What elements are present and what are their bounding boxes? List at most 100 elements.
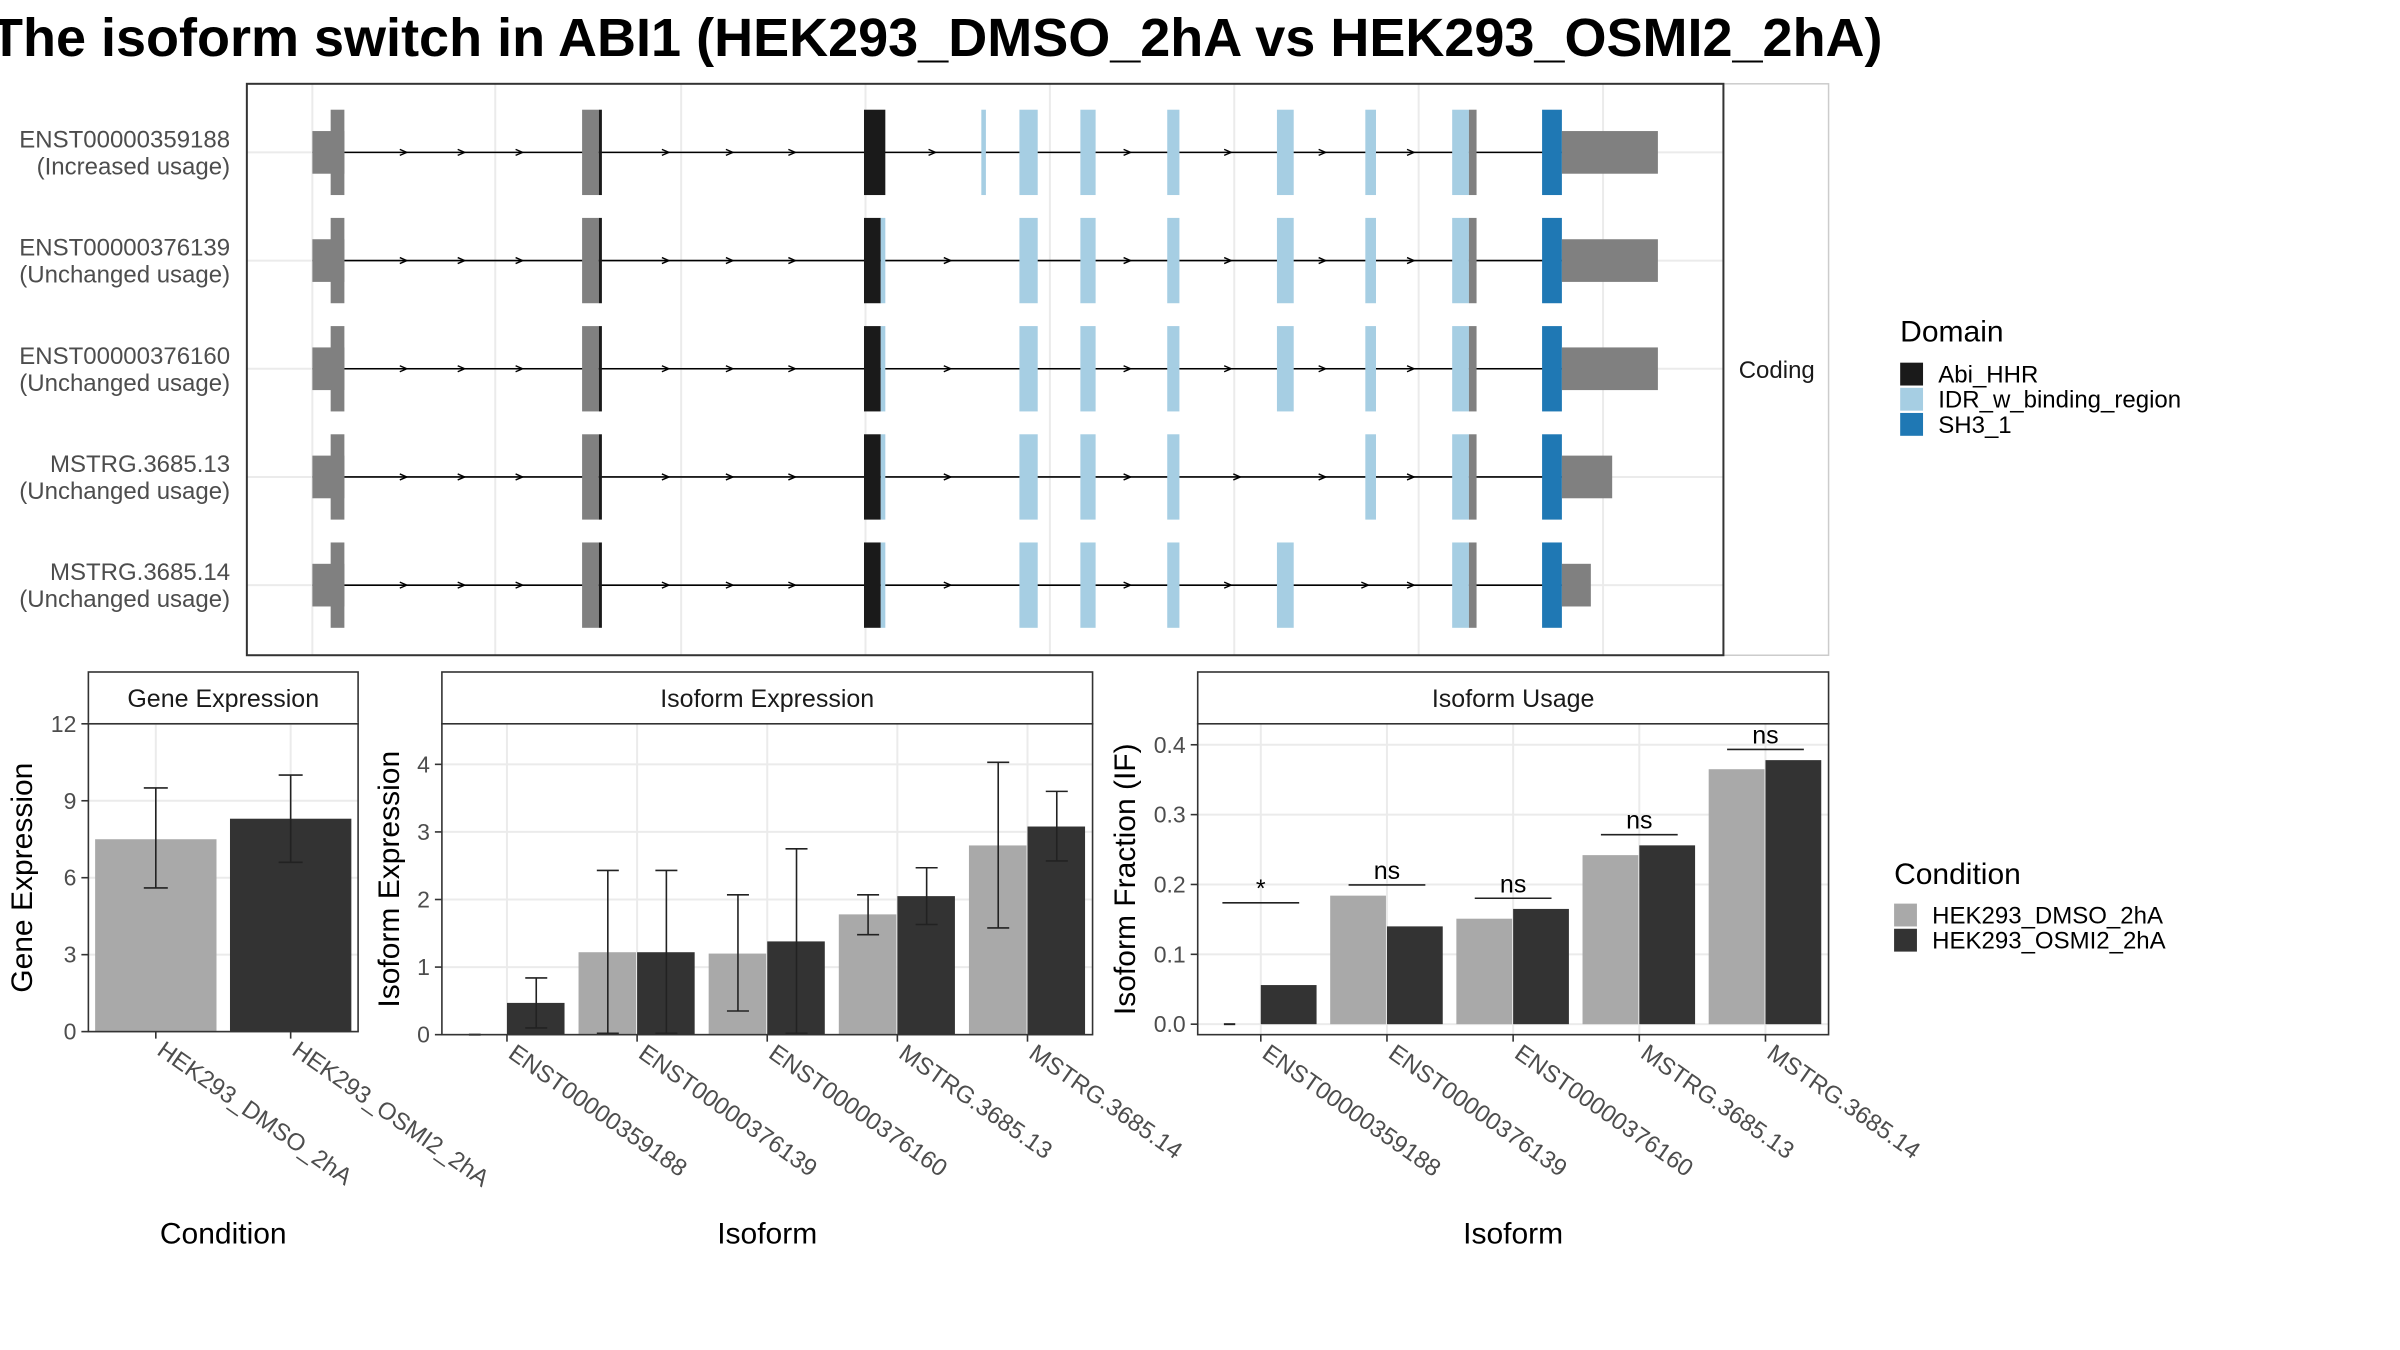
intron-direction-arrow [1406,581,1416,589]
y-tick-label: 0.0 [1154,1011,1186,1037]
bar [1708,769,1765,1025]
domain-legend-label: Abi_HHR [1938,361,2038,388]
idr-domain-exon [1276,326,1294,412]
abi-hhr-domain-exon [598,109,602,196]
bar [1582,855,1639,1025]
idr-domain-exon [880,326,886,412]
intron-direction-arrow [1123,256,1133,265]
significance-label: ns [1626,807,1652,835]
condition-legend-title: Condition [1894,858,2021,891]
y-axis-title: Gene Expression [6,763,39,993]
intron-direction-arrow [1406,365,1416,373]
y-tick-label: 3 [64,942,77,968]
transcript-id-label: MSTRG.3685.13 [50,451,230,478]
intron-direction-arrow [943,473,953,481]
intron-direction-arrow [515,148,525,157]
coding-exon [582,542,599,628]
idr-domain-exon [1019,217,1038,304]
utr-exon [1561,239,1658,282]
idr-domain-exon [1276,109,1294,196]
condition-legend-label: HEK293_OSMI2_2hA [1932,928,2165,955]
idr-domain-exon [880,434,886,520]
idr-domain-exon [1167,217,1180,304]
coding-exon [330,326,345,412]
utr-exon [1561,563,1591,607]
idr-domain-exon [1019,434,1038,520]
domain-legend-title: Domain [1900,315,2003,348]
intron-direction-arrow [788,148,798,157]
y-tick-label: 9 [64,788,77,814]
y-tick-label: 0.2 [1154,871,1186,897]
abi-hhr-domain-exon [863,326,881,412]
panel-title-strip [87,671,359,725]
transcript-id-label: ENST00000376139 [19,235,230,262]
abi-hhr-domain-exon [598,434,602,520]
intron-direction-arrow [1318,148,1328,157]
intron-direction-arrow [1318,256,1328,265]
bar [1456,918,1513,1025]
intron-direction-arrow [788,473,798,481]
intron-direction-arrow [943,256,953,265]
transcript-usage-label: (Unchanged usage) [19,586,230,613]
panel-title-strip [441,671,1094,725]
intron-direction-arrow [457,365,467,373]
utr-exon [1561,347,1658,391]
domain-legend-swatch [1900,362,1924,386]
y-tick-label: 1 [417,954,430,980]
intron-direction-arrow [928,148,938,157]
idr-domain-exon [1080,434,1096,520]
intron-direction-arrow [515,365,525,373]
isoform-expression-panel: Isoform Expression01234ENST00000359188EN… [373,671,1187,1250]
sh3-domain-exon [1542,326,1562,412]
coding-exon [330,109,345,196]
x-axis-title: Isoform [1463,1217,1563,1250]
y-axis-title: Isoform Fraction (IF) [1109,743,1142,1015]
intron-direction-arrow [1406,256,1416,265]
intron-direction-arrow [399,148,409,157]
idr-domain-exon [981,109,986,196]
idr-domain-exon [1365,434,1376,520]
intron-direction-arrow [399,473,409,481]
idr-domain-exon [1019,109,1038,196]
intron-direction-arrow [788,365,798,373]
intron-direction-arrow [1223,365,1233,373]
intron-direction-arrow [1361,581,1371,589]
y-tick-label: 6 [64,865,77,891]
sh3-domain-exon [1542,217,1562,304]
sh3-domain-exon [1542,109,1562,196]
y-tick-label: 12 [51,711,77,737]
domain-legend-swatch [1900,387,1924,411]
idr-domain-exon [1019,542,1038,628]
coding-exon [1468,326,1477,412]
intron-direction-arrow [399,581,409,589]
abi-hhr-domain-exon [863,217,881,304]
figure-title: The isoform switch in ABI1 (HEK293_DMSO_… [0,8,1883,68]
coding-exon [1468,542,1477,628]
intron-direction-arrow [399,256,409,265]
intron-direction-arrow [725,473,735,481]
intron-direction-arrow [457,256,467,265]
y-tick-label: 0.3 [1154,802,1186,828]
intron-direction-arrow [1318,473,1328,481]
transcript-usage-label: (Unchanged usage) [19,370,230,397]
intron-direction-arrow [1123,148,1133,157]
x-axis-title: Condition [160,1217,287,1250]
y-tick-label: 0 [64,1019,77,1045]
panel-title: Isoform Expression [660,685,874,713]
bar [1260,985,1317,1025]
idr-domain-exon [1452,542,1469,628]
y-tick-label: 3 [417,819,430,845]
intron-direction-arrow [661,473,671,481]
transcript-usage-label: (Unchanged usage) [19,478,230,505]
sh3-domain-exon [1542,434,1562,520]
domain-legend-label: SH3_1 [1938,412,2011,439]
idr-domain-exon [1167,326,1180,412]
intron-direction-arrow [1406,148,1416,157]
intron-direction-arrow [661,148,671,157]
panel-title-strip [1196,671,1830,725]
intron-direction-arrow [943,581,953,589]
idr-domain-exon [1167,109,1180,196]
facet-strip [1722,83,1830,656]
coding-exon [330,542,345,628]
